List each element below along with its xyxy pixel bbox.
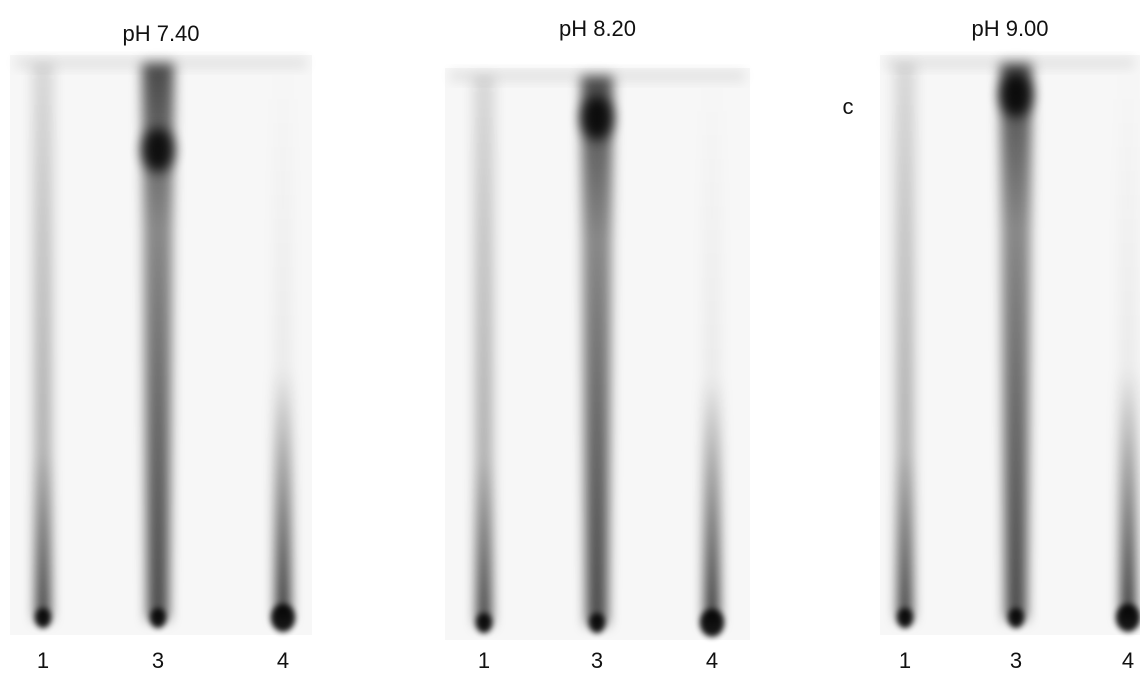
lane-label: 4	[277, 648, 289, 673]
lane-label: 3	[152, 648, 164, 673]
lane-spot	[271, 604, 295, 632]
lane-smear	[142, 63, 174, 620]
lane-label: 1	[478, 648, 490, 673]
lane-smear	[581, 76, 613, 625]
lane-smear	[1117, 63, 1139, 620]
gel-panel	[880, 55, 1140, 635]
lane-label: 4	[1122, 648, 1134, 673]
lane-label: 3	[1010, 648, 1022, 673]
lane-spot	[150, 608, 166, 628]
lane-top-band	[1000, 73, 1032, 117]
lane-smear	[701, 76, 723, 625]
panel-title: pH 8.20	[559, 16, 636, 41]
lane-smear	[1000, 63, 1032, 620]
gel-panel	[445, 68, 750, 640]
lane-spot	[1116, 604, 1140, 632]
lane-spot	[476, 613, 492, 633]
panel-title: pH 7.40	[122, 21, 199, 46]
lane-smear	[272, 63, 294, 620]
lane-smear	[32, 63, 54, 620]
lane-smear	[894, 63, 916, 620]
lane-spot	[35, 608, 51, 628]
lane-label: 1	[899, 648, 911, 673]
lane-spot	[700, 609, 724, 637]
lane-label: 4	[706, 648, 718, 673]
lane-spot	[1008, 608, 1024, 628]
lane-spot	[589, 613, 605, 633]
panel-marker: c	[843, 94, 854, 119]
lane-label: 1	[37, 648, 49, 673]
lane-spot	[897, 608, 913, 628]
lane-smear	[473, 76, 495, 625]
lane-top-band	[581, 96, 613, 140]
panel-title: pH 9.00	[971, 16, 1048, 41]
gel-panel	[10, 55, 312, 635]
lane-label: 3	[591, 648, 603, 673]
lane-top-band	[142, 128, 174, 172]
